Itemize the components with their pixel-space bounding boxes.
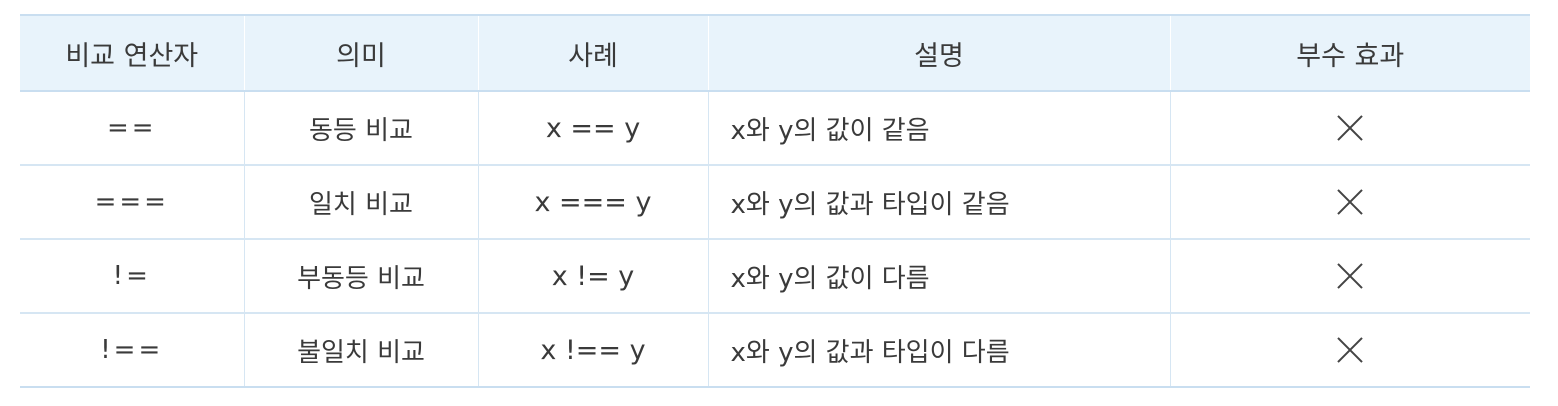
x-mark-icon bbox=[1335, 335, 1365, 365]
header-meaning: 의미 bbox=[243, 14, 478, 92]
cell-description: x와 y의 값이 같음 bbox=[707, 91, 1170, 166]
header-description: 설명 bbox=[707, 14, 1170, 92]
header-side-effect: 부수 효과 bbox=[1169, 14, 1530, 92]
comparison-operators-table: 비교 연산자 의미 사례 설명 부수 효과 == 동등 비교 x == y x와… bbox=[20, 14, 1530, 388]
cell-side-effect bbox=[1169, 91, 1530, 166]
cell-description: x와 y의 값과 타입이 다름 bbox=[707, 313, 1170, 388]
cell-operator: === bbox=[20, 165, 244, 240]
header-row: 비교 연산자 의미 사례 설명 부수 효과 bbox=[20, 14, 1530, 92]
table-row: !== 불일치 비교 x !== y x와 y의 값과 타입이 다름 bbox=[20, 313, 1530, 388]
cell-example: x === y bbox=[477, 165, 708, 240]
cell-side-effect bbox=[1169, 165, 1530, 240]
comparison-operators-table-wrapper: 비교 연산자 의미 사례 설명 부수 효과 == 동등 비교 x == y x와… bbox=[20, 14, 1530, 388]
table-row: == 동등 비교 x == y x와 y의 값이 같음 bbox=[20, 91, 1530, 166]
header-operator: 비교 연산자 bbox=[20, 14, 244, 92]
cell-meaning: 부동등 비교 bbox=[243, 239, 478, 314]
cell-example: x !== y bbox=[477, 313, 708, 388]
x-mark-icon bbox=[1335, 187, 1365, 217]
x-mark-icon bbox=[1335, 113, 1365, 143]
table-header: 비교 연산자 의미 사례 설명 부수 효과 bbox=[20, 14, 1530, 92]
cell-operator: == bbox=[20, 91, 244, 166]
table-row: != 부동등 비교 x != y x와 y의 값이 다름 bbox=[20, 239, 1530, 314]
table-body: == 동등 비교 x == y x와 y의 값이 같음 === 일치 비교 x … bbox=[20, 91, 1530, 388]
cell-operator: != bbox=[20, 239, 244, 314]
header-example: 사례 bbox=[477, 14, 708, 92]
cell-meaning: 동등 비교 bbox=[243, 91, 478, 166]
cell-side-effect bbox=[1169, 313, 1530, 388]
cell-meaning: 일치 비교 bbox=[243, 165, 478, 240]
cell-example: x == y bbox=[477, 91, 708, 166]
cell-meaning: 불일치 비교 bbox=[243, 313, 478, 388]
cell-side-effect bbox=[1169, 239, 1530, 314]
x-mark-icon bbox=[1335, 261, 1365, 291]
table-row: === 일치 비교 x === y x와 y의 값과 타입이 같음 bbox=[20, 165, 1530, 240]
cell-description: x와 y의 값이 다름 bbox=[707, 239, 1170, 314]
cell-operator: !== bbox=[20, 313, 244, 388]
cell-example: x != y bbox=[477, 239, 708, 314]
cell-description: x와 y의 값과 타입이 같음 bbox=[707, 165, 1170, 240]
